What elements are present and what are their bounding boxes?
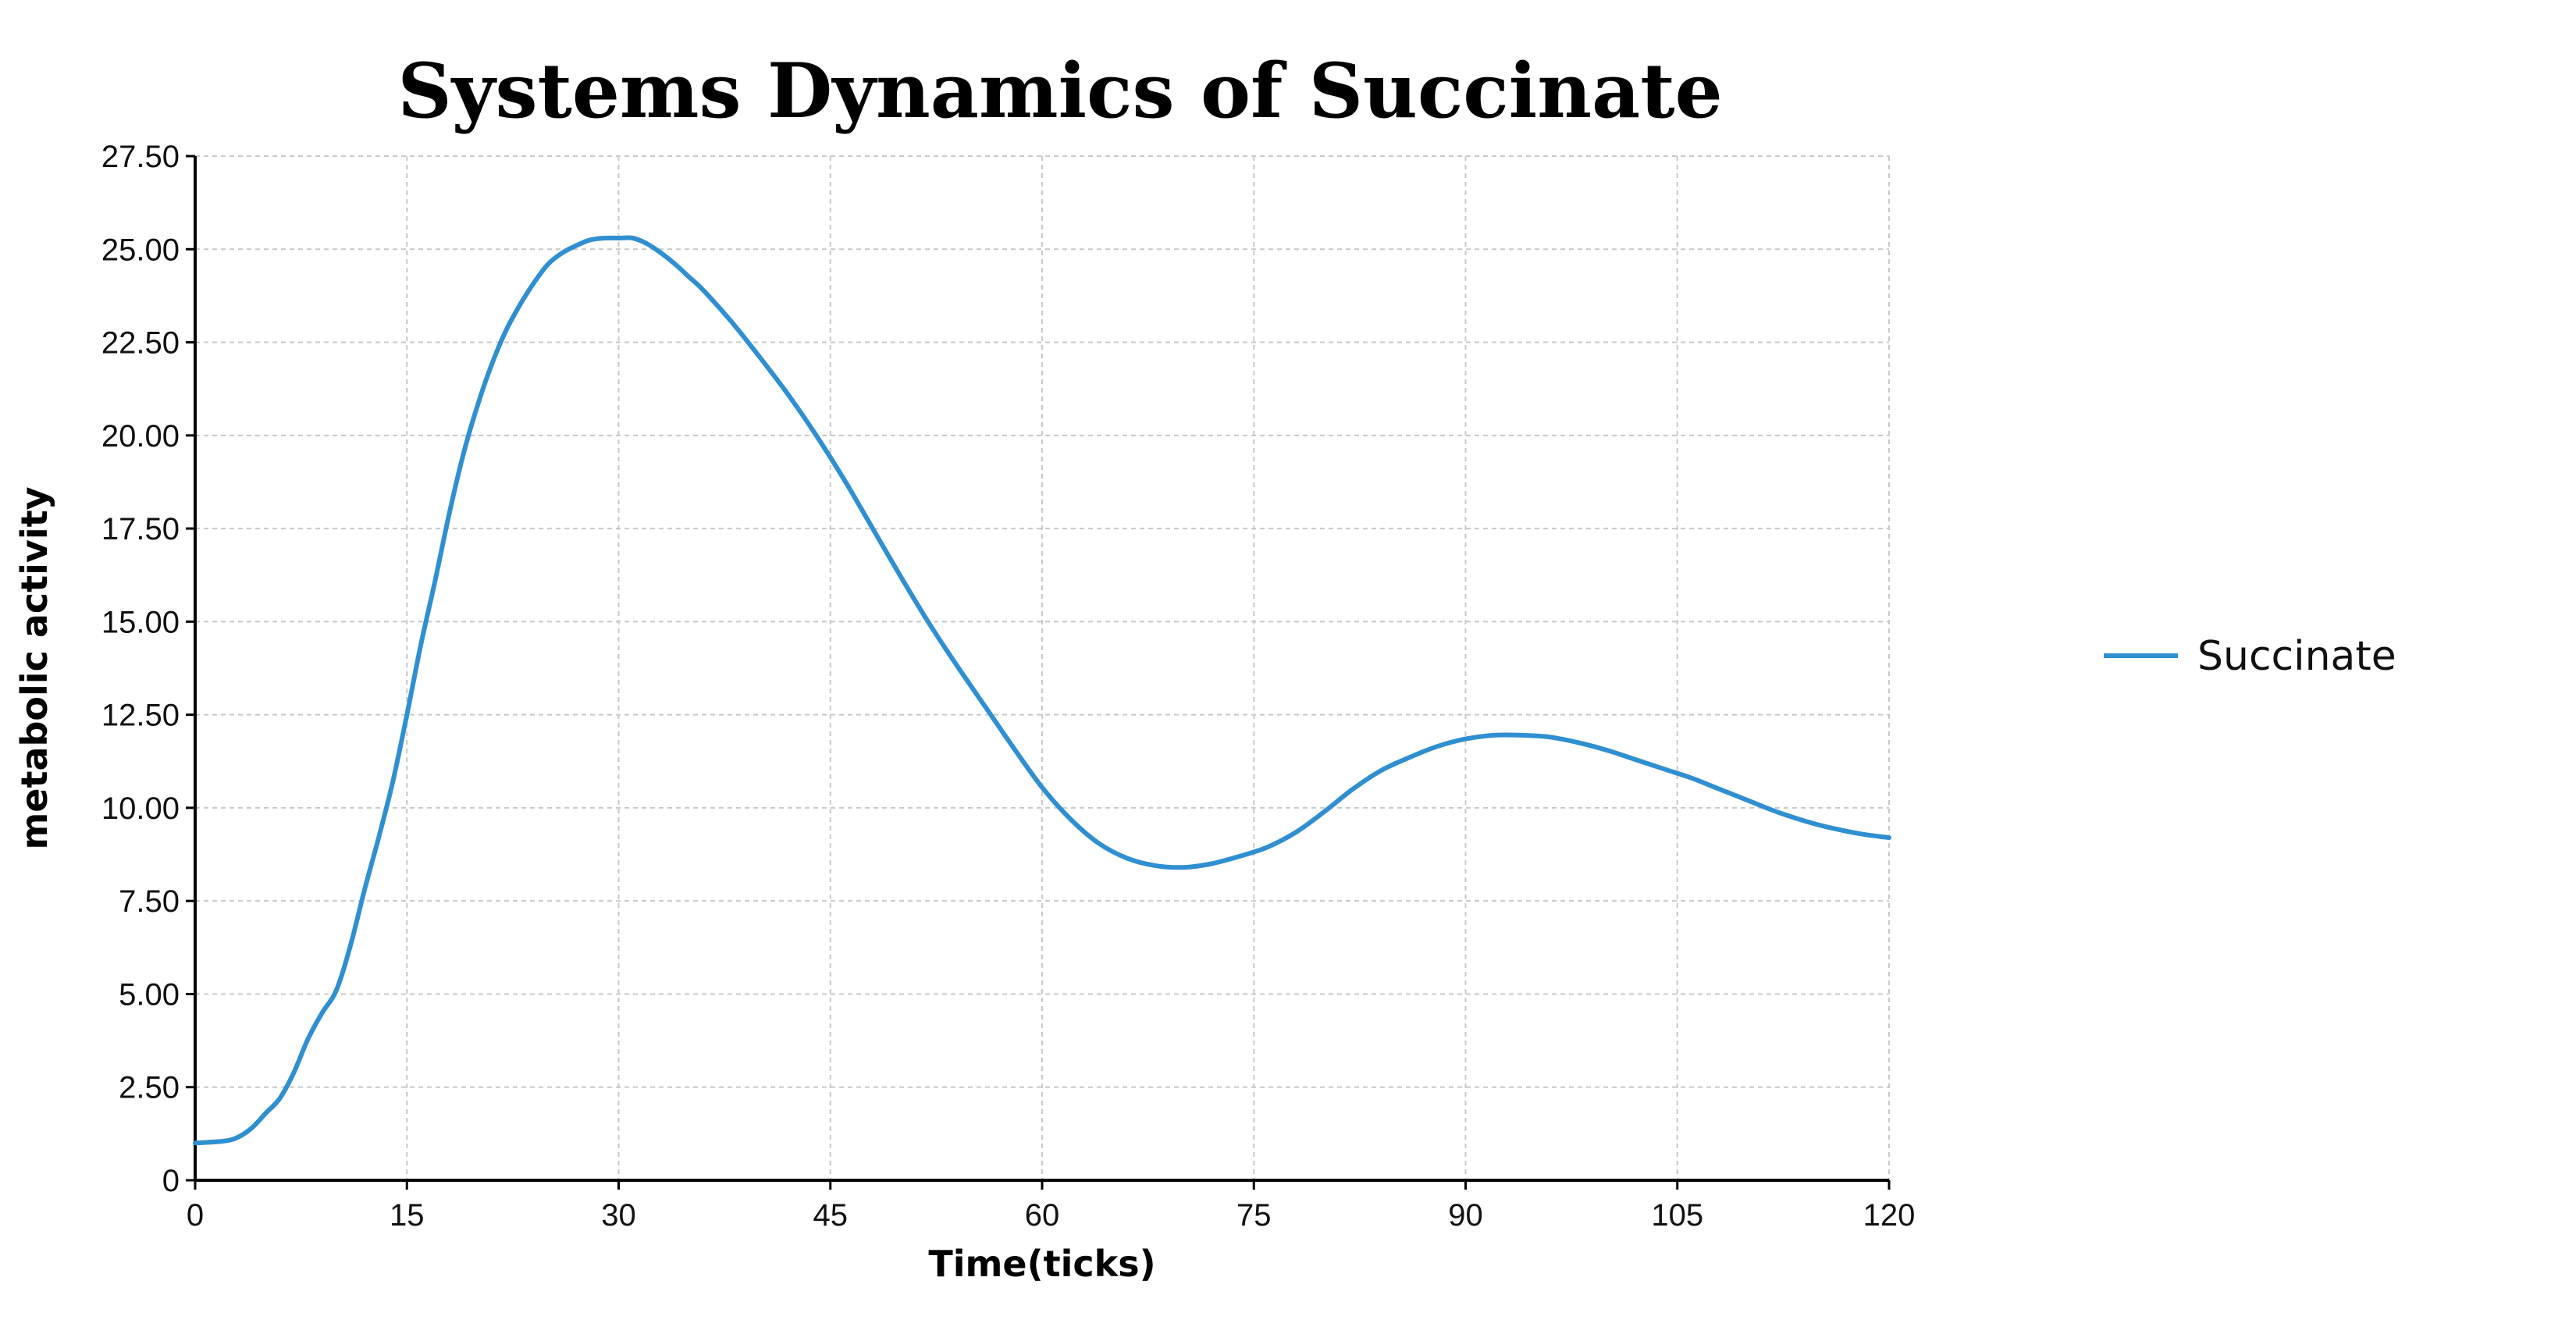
y-tick-label: 27.50 [101, 140, 180, 174]
y-tick-labels: 0 2.50 5.00 7.50 10.00 12.50 15.00 17.50 20.00 22… [101, 140, 195, 1198]
x-tick-label: 0 [187, 1198, 204, 1233]
y-tick-label: 22.50 [101, 326, 180, 361]
y-tick-label: 17.50 [101, 512, 180, 546]
x-tick-label: 15 [390, 1198, 425, 1233]
legend: Succinate [2104, 633, 2396, 680]
y-tick-label: 25.00 [101, 233, 180, 267]
chart-title: Systems Dynamics of Succinate [397, 47, 1722, 135]
x-tick-label: 60 [1025, 1198, 1060, 1233]
x-tick-label: 120 [1863, 1198, 1916, 1233]
y-tick-label: 5.00 [119, 977, 180, 1012]
series-line-succinate [193, 235, 1891, 1146]
y-tick-label: 2.50 [119, 1071, 180, 1105]
grid-lines [195, 155, 1890, 1180]
x-tick-label: 30 [601, 1198, 636, 1233]
y-tick-label: 12.50 [101, 699, 180, 733]
y-tick-label: 7.50 [119, 884, 180, 919]
y-tick-label: 20.00 [101, 419, 180, 454]
x-tick-labels: 0 15 30 45 60 75 90 105 120 [187, 1180, 1916, 1233]
series-layer [193, 235, 1891, 1146]
y-tick-label: 10.00 [101, 792, 180, 826]
x-tick-label: 75 [1236, 1198, 1272, 1233]
x-tick-label: 90 [1448, 1198, 1483, 1233]
x-tick-label: 105 [1651, 1198, 1703, 1233]
y-tick-label: 15.00 [101, 605, 180, 639]
x-axis-label: Time(ticks) [928, 1243, 1155, 1285]
y-tick-label: 0 [162, 1164, 180, 1198]
x-tick-label: 45 [813, 1198, 849, 1233]
legend-label-succinate: Succinate [2197, 633, 2396, 680]
y-axis-label: metabolic activity [13, 486, 55, 849]
